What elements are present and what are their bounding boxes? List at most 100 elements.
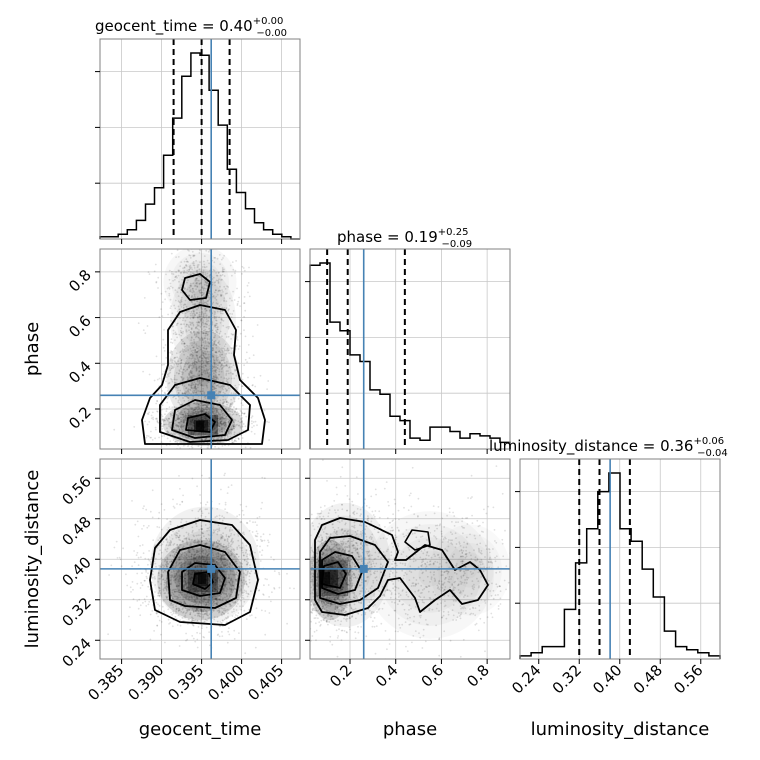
sample-point [181,403,184,405]
sample-point [223,297,226,300]
sample-point [231,313,234,315]
sample-point [168,294,171,297]
sample-point [178,333,181,336]
sample-point [190,385,193,388]
sample-point [211,389,214,392]
sample-point [215,272,218,274]
sample-point [199,502,202,504]
sample-point [215,431,218,434]
sample-point [191,344,193,347]
sample-point [202,352,205,355]
sample-point [195,369,198,372]
sample-point [226,417,228,420]
sample-point [215,371,218,374]
sample-point [201,339,204,341]
sample-point [199,365,202,367]
sample-point [187,389,190,392]
sample-point [226,415,228,417]
sample-point [169,426,172,429]
sample-point [180,304,182,306]
sample-point [176,336,179,339]
sample-point [189,331,192,334]
sample-point [194,351,197,354]
sample-point [179,416,182,419]
sample-point [175,256,178,258]
sample-point [205,411,208,414]
sample-point [175,425,178,428]
sample-point [208,425,211,428]
sample-point [203,409,206,411]
sample-point [273,558,275,561]
sample-point [180,425,183,427]
sample-point [204,452,206,454]
sample-point [182,307,185,309]
sample-point [217,428,220,430]
sample-point [188,371,191,374]
sample-point [204,266,207,269]
sample-point [211,377,214,380]
sample-point [196,609,199,611]
sample-point [188,609,191,611]
sample-point [166,430,169,432]
sample-point [214,408,217,410]
sample-point [191,364,194,367]
sample-point [260,507,263,510]
sample-point [223,345,226,348]
sample-point [199,261,201,263]
sample-point [232,290,235,293]
sample-point [216,424,219,427]
sample-point [177,440,179,442]
sample-point [194,408,196,411]
sample-point [184,412,187,415]
sample-point [204,323,207,325]
sample-point [168,292,171,295]
sample-point [203,369,206,372]
sample-point [198,417,201,419]
sample-point [213,417,216,419]
sample-point [165,376,168,378]
sample-point [215,274,218,277]
sample-point [188,326,191,329]
sample-point [193,363,196,366]
sample-point [206,408,209,411]
sample-point [188,423,191,426]
sample-point [195,354,198,356]
sample-point [198,600,201,603]
sample-point [229,264,232,267]
sample-point [175,372,178,374]
sample-point [198,332,201,334]
sample-point [223,361,226,364]
sample-point [191,596,193,599]
sample-point [204,334,207,337]
sample-point [203,438,206,440]
sample-point [199,292,202,294]
sample-point [198,301,201,304]
sample-point [225,326,228,329]
sample-point [202,379,205,382]
sample-point [193,418,196,421]
sample-point [196,277,198,280]
sample-point [241,429,244,432]
sample-point [196,406,199,408]
sample-point [146,412,149,415]
sample-point [193,304,196,306]
sample-point [196,264,199,267]
sample-point [197,266,199,268]
sample-point [177,256,180,258]
sample-point [140,556,142,559]
sample-point [200,373,203,376]
sample-point [243,269,246,272]
sample-point [252,521,254,524]
sample-point [240,402,243,405]
sample-point [187,383,190,386]
sample-point [192,397,195,400]
sample-point [200,384,203,386]
sample-point [218,305,221,308]
sample-point [181,413,184,416]
sample-point [271,591,273,594]
sample-point [169,307,172,310]
sample-point [202,300,205,302]
sample-point [205,357,207,359]
sample-point [203,415,205,418]
sample-point [170,432,173,435]
